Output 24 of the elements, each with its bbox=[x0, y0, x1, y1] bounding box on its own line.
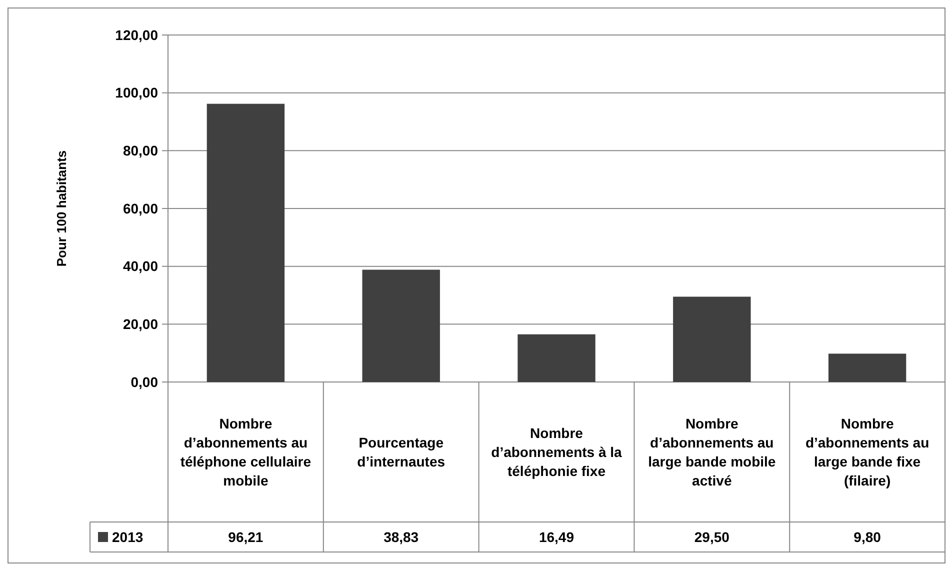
bar bbox=[518, 334, 596, 382]
bar bbox=[828, 354, 906, 382]
y-tick-label: 40,00 bbox=[122, 258, 158, 274]
x-tick-label: Nombre d’abonnements à la téléphonie fixe bbox=[491, 424, 622, 479]
x-tick-label: Nombre d’abonnements au large bande mobile activé bbox=[648, 415, 776, 488]
data-label: 38,83 bbox=[384, 528, 419, 545]
data-label: 16,49 bbox=[538, 528, 574, 545]
legend-label: 2013 bbox=[112, 528, 144, 545]
bar bbox=[362, 270, 440, 382]
y-tick-label: 20,00 bbox=[122, 316, 158, 332]
data-label: 9,80 bbox=[854, 528, 882, 545]
y-axis-title: Pour 100 habitants bbox=[54, 150, 69, 267]
y-tick-label: 100,00 bbox=[115, 84, 158, 101]
data-label: 29,50 bbox=[694, 528, 730, 545]
data-label: 96,21 bbox=[228, 528, 264, 545]
y-tick-label: 80,00 bbox=[122, 142, 158, 159]
x-tick-label: Pourcentage d’internautes bbox=[357, 434, 446, 470]
bar bbox=[673, 296, 751, 382]
x-tick-label: Nombre d’abonnements au large bande fixe (filaire) bbox=[805, 415, 930, 488]
y-tick-label: 0,00 bbox=[130, 374, 158, 390]
bar bbox=[206, 104, 285, 382]
x-tick-label: Nombre d’abonnements au téléphone cellulaire mobile bbox=[180, 415, 312, 488]
y-tick-label: 60,00 bbox=[122, 200, 158, 216]
y-tick-label: 120,00 bbox=[115, 26, 158, 43]
